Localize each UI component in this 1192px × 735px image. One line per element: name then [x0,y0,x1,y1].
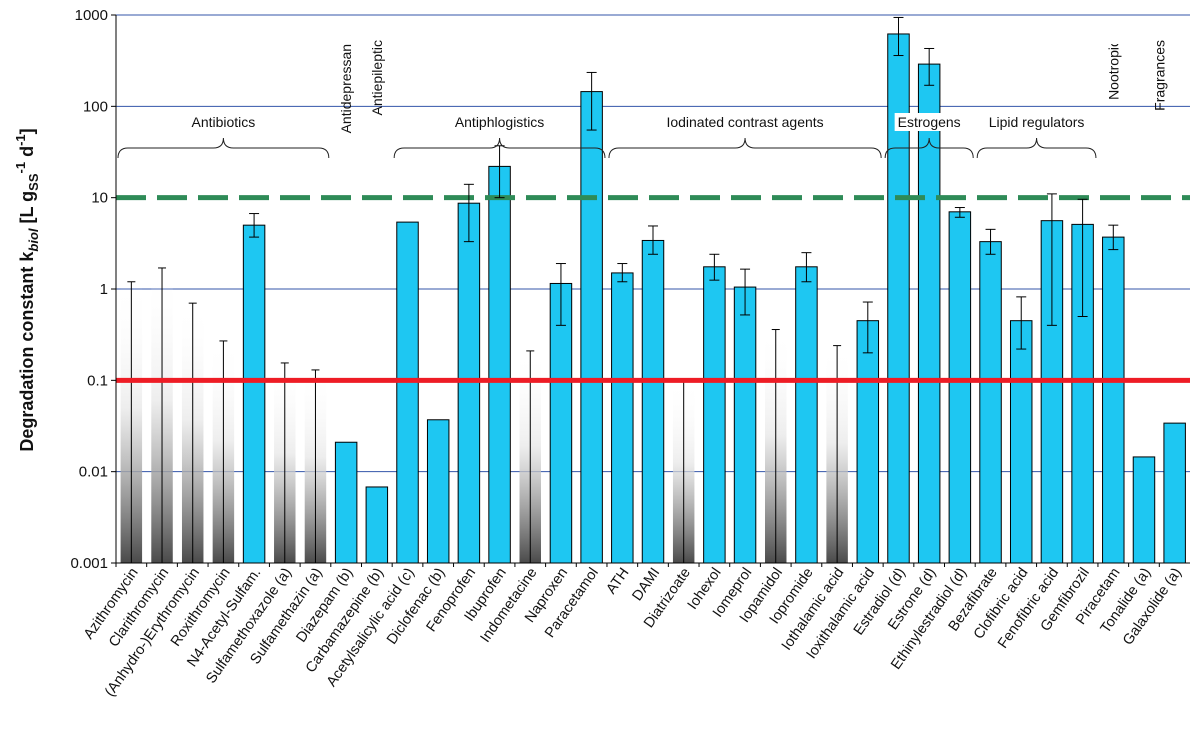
bar-24 [856,320,880,564]
group-label-bg [985,113,1088,131]
ylabel-d: d [17,146,37,162]
bar-34 [1163,422,1186,564]
bar-28 [979,241,1002,564]
group-label-bg [1090,26,1168,44]
ylabel-main: Degradation constant k [17,251,37,452]
group-label-6: Lipid regulators [989,114,1085,130]
bar-8 [365,486,389,564]
group-label-bg [303,26,385,44]
bar-16 [611,272,634,564]
bars [120,33,1186,564]
bar-19 [703,266,726,564]
bar-33 [1132,456,1156,564]
group-label-3: Antiphlogistics [455,114,545,130]
group-label-5: Estrogens [898,114,961,130]
bar-11 [457,202,481,564]
y-axis-label: Degradation constant kbiol [L gSS-1 d-1] [13,128,41,451]
bar-7 [334,441,358,564]
y-tick-label: 0.001 [70,555,108,572]
error-bars [249,16,1119,354]
group-brace-4 [608,137,882,159]
group-label-0: Antibiotics [191,114,255,130]
bar-17 [641,239,665,564]
bar-20 [733,286,757,564]
group-brace-3 [393,137,606,159]
group-brace-5 [884,137,974,159]
group-brace-0 [117,137,330,159]
group-label-bg [663,113,827,131]
group-label-bg [188,113,259,131]
ylabel-sup1: -1 [13,162,28,174]
ylabel-sub2: SS [26,173,41,191]
bar-9 [396,221,419,564]
ylabel-end: ] [17,128,37,134]
y-tick-label: 1000 [75,7,108,24]
group-label-bg [451,113,548,131]
group-label-7: Nootropic [1105,40,1121,100]
y-tick-label: 1 [100,281,108,298]
y-tick-label: 0.01 [79,464,108,481]
y-axis-ticks: 1000 100 10 1 0.1 0.01 0.001 [70,7,116,572]
group-brace-6 [976,137,1097,159]
group-label-8: Fragrances [1151,40,1167,111]
y-tick-label: 100 [83,98,108,115]
bar-4 [242,224,266,564]
bar-15 [580,91,603,564]
threshold-lines [116,195,1190,383]
y-tick-label: 10 [91,190,108,207]
bar-32 [1102,236,1125,564]
bar-10 [426,419,450,564]
group-label-2: Antiepileptic [369,40,385,116]
group-label-1: Antidepressant [338,40,354,134]
bar-12 [488,165,511,564]
bar-22 [795,266,818,564]
bar-27 [948,211,972,564]
y-tick-label: 0.1 [87,372,108,389]
bar-29 [1009,320,1033,564]
ylabel-sub: biol [26,228,41,251]
group-label-bg [894,113,964,131]
group-label-4: Iodinated contrast agents [666,114,823,130]
ylabel-bracket: [L g [17,191,37,229]
group-annotations: Antibiotics Antidepressant Antiepileptic An… [117,26,1168,159]
ylabel-sup2: -1 [13,134,28,146]
